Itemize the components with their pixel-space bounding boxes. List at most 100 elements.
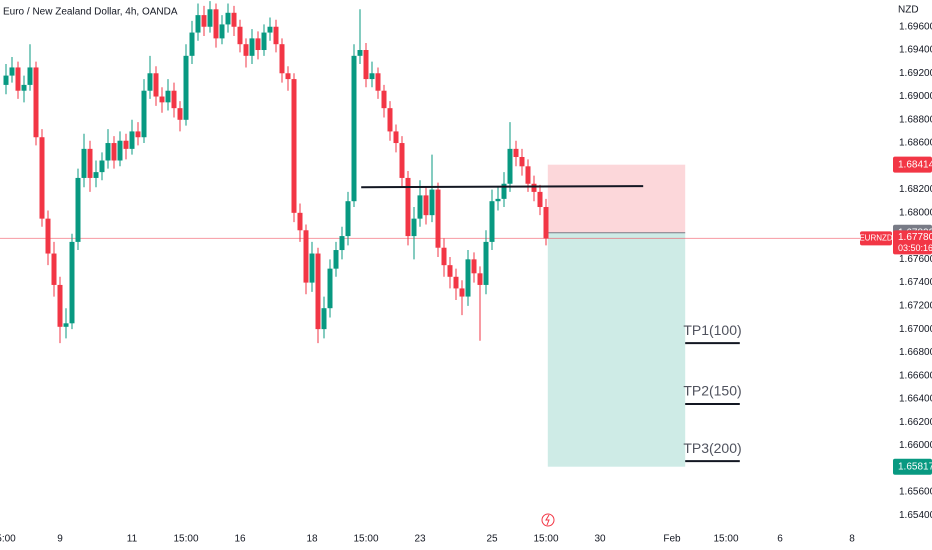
candle-body — [453, 276, 459, 289]
x-tick-label: 6 — [777, 534, 783, 545]
candle-body — [93, 172, 99, 178]
candle-body — [123, 140, 129, 149]
candle-body — [243, 44, 249, 56]
candle-body — [537, 191, 543, 208]
candle-body — [117, 140, 123, 161]
candle-body — [201, 15, 207, 27]
x-tick-label: 16 — [234, 534, 246, 545]
candle-body — [297, 212, 303, 231]
candle-body — [57, 284, 63, 327]
take-profit-label: TP3(200) — [683, 440, 741, 456]
candle-body — [27, 67, 33, 85]
y-tick-label: 1.68200 — [899, 184, 932, 195]
candle-body — [531, 183, 537, 192]
candle-body — [399, 143, 405, 178]
candle-body — [285, 73, 291, 80]
candle-body — [141, 90, 147, 138]
candle-body — [15, 67, 21, 91]
candle-body — [183, 55, 189, 120]
y-tick-label: 1.66600 — [899, 370, 932, 381]
event-icon[interactable] — [541, 513, 555, 527]
axis-label: NZD — [898, 5, 919, 16]
candle-body — [153, 73, 159, 97]
candle-body — [75, 177, 81, 242]
candle-body — [45, 218, 51, 254]
candle-body — [429, 189, 435, 216]
x-tick-label: 9 — [57, 534, 63, 545]
y-tick-label: 1.67200 — [899, 301, 932, 312]
candle-body — [369, 73, 375, 80]
candle-body — [135, 131, 141, 138]
candle-body — [195, 15, 201, 33]
candle-body — [189, 32, 195, 56]
x-tick-label: 5:00 — [0, 534, 16, 545]
candle-body — [495, 198, 501, 202]
event-bolt — [545, 514, 550, 526]
candle-body — [177, 108, 183, 120]
candle-body — [411, 218, 417, 237]
target-price-label-box — [893, 458, 932, 475]
stop-price-label-box — [893, 156, 932, 173]
stop-price-label: 1.68414 — [898, 159, 932, 170]
candle-body — [459, 288, 465, 297]
candle-body — [327, 268, 333, 309]
candle-body — [381, 90, 387, 109]
candle-body — [261, 32, 267, 51]
candle-body — [99, 160, 105, 173]
candle-body — [255, 38, 261, 51]
candle-body — [81, 148, 87, 178]
candle-body — [147, 73, 153, 91]
y-tick-label: 1.69000 — [899, 91, 932, 102]
current-price-box — [893, 230, 932, 255]
y-tick-label: 1.68600 — [899, 138, 932, 149]
candle-body — [321, 308, 327, 330]
candle-body — [33, 67, 39, 138]
candle-body — [363, 50, 369, 80]
candle-body — [111, 143, 117, 161]
candle-body — [483, 241, 489, 285]
candle-body — [207, 9, 213, 27]
x-tick-label: 15:00 — [353, 534, 378, 545]
x-tick-label: 15:00 — [533, 534, 558, 545]
candle-body — [465, 259, 471, 297]
trend-line — [361, 185, 644, 189]
y-tick-label: 1.66000 — [899, 440, 932, 451]
candle-body — [543, 207, 549, 239]
event-circle[interactable] — [541, 513, 555, 527]
candle-body — [51, 253, 57, 285]
symbol-tag: EURNZD — [859, 234, 893, 243]
candle-body — [279, 44, 285, 74]
candle-body — [165, 90, 171, 103]
x-tick-label: 25 — [486, 534, 498, 545]
y-tick-label: 1.65600 — [899, 487, 932, 498]
x-tick-label: 15:00 — [713, 534, 738, 545]
candle-body — [417, 195, 423, 219]
candle-body — [21, 84, 27, 91]
candle-body — [213, 9, 219, 39]
candle-body — [267, 26, 273, 33]
candle-body — [9, 67, 15, 76]
x-tick-label: 18 — [306, 534, 318, 545]
y-tick-label: 1.69200 — [899, 68, 932, 79]
candle-body — [273, 26, 279, 45]
candle-body — [513, 148, 519, 158]
y-tick-label: 1.66800 — [899, 347, 932, 358]
y-tick-label: 1.68800 — [899, 114, 932, 125]
candle-body — [315, 253, 321, 330]
candle-body — [291, 79, 297, 213]
candle-body — [3, 75, 9, 85]
current-price-label: 1.67780 — [898, 232, 932, 243]
stop-zone — [547, 164, 686, 233]
target-zone — [547, 232, 686, 467]
candle-body — [507, 148, 513, 184]
take-profit-label: TP2(150) — [683, 383, 741, 399]
x-tick-label: 15:00 — [173, 534, 198, 545]
candle-body — [357, 50, 363, 56]
countdown: 03:50:16 — [898, 243, 932, 253]
candle-body — [129, 131, 135, 149]
candle-body — [447, 265, 453, 277]
candle-body — [69, 241, 75, 324]
candle-body — [171, 90, 177, 109]
candle-body — [249, 38, 255, 56]
